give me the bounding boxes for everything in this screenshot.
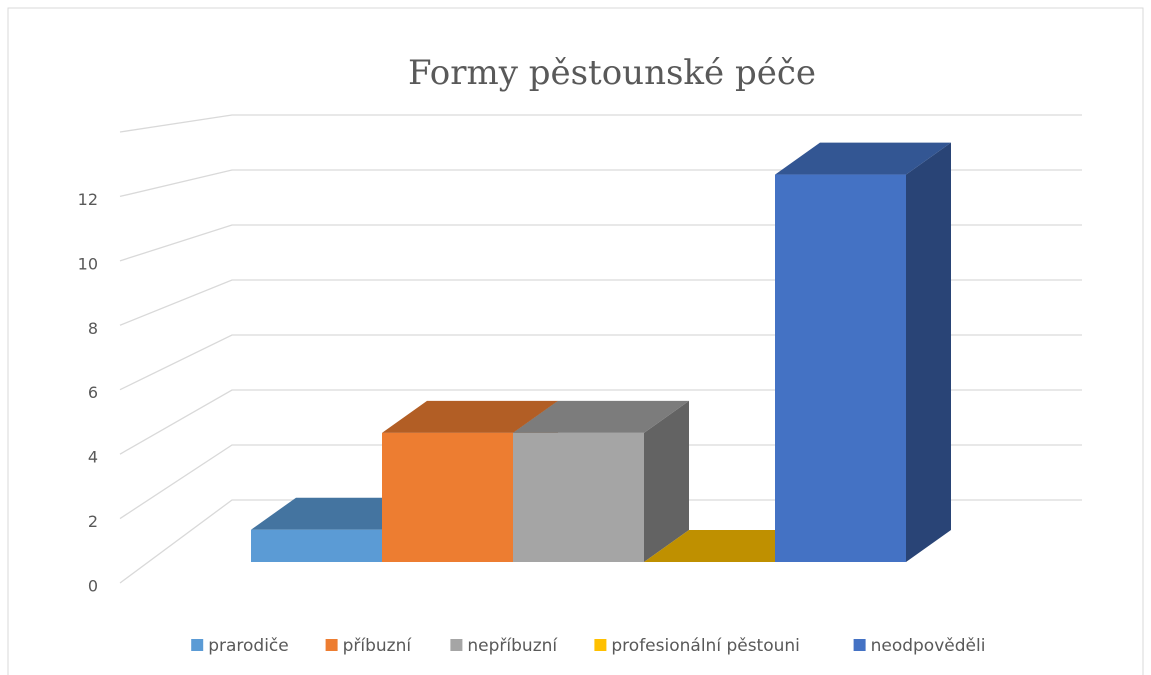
y-tick-label: 10: [78, 254, 98, 273]
chart-title: Formy pěstounské péče: [408, 53, 816, 93]
chart-frame: [7, 7, 1144, 675]
y-tick-label: 8: [88, 319, 98, 338]
legend-label: neodpověděli: [871, 636, 986, 656]
y-tick-label: 2: [88, 512, 98, 531]
bar-side: [644, 400, 689, 562]
legend-swatch: [325, 639, 338, 651]
legend-label: profesionální pěstouni: [611, 636, 800, 656]
legend-swatch: [450, 639, 463, 651]
bar: [251, 529, 382, 562]
y-tick-label: 4: [88, 448, 98, 467]
legend-swatch: [191, 639, 204, 651]
bar-top: [513, 400, 689, 433]
y-tick-label: 6: [88, 383, 98, 402]
bar-side: [906, 142, 951, 563]
legend-swatch: [853, 639, 866, 651]
bar: [382, 432, 513, 562]
legend-swatch: [594, 639, 607, 651]
bar: [513, 432, 644, 562]
wall-top: [119, 114, 1082, 133]
bar-top: [775, 142, 951, 175]
y-tick-label: 12: [78, 190, 98, 209]
legend-label: příbuzní: [343, 636, 413, 656]
bar-top: [382, 400, 558, 433]
y-tick-label: 0: [88, 577, 98, 596]
legend-label: prarodiče: [208, 636, 289, 656]
legend-label: nepříbuzní: [467, 636, 558, 656]
bar: [775, 174, 906, 563]
